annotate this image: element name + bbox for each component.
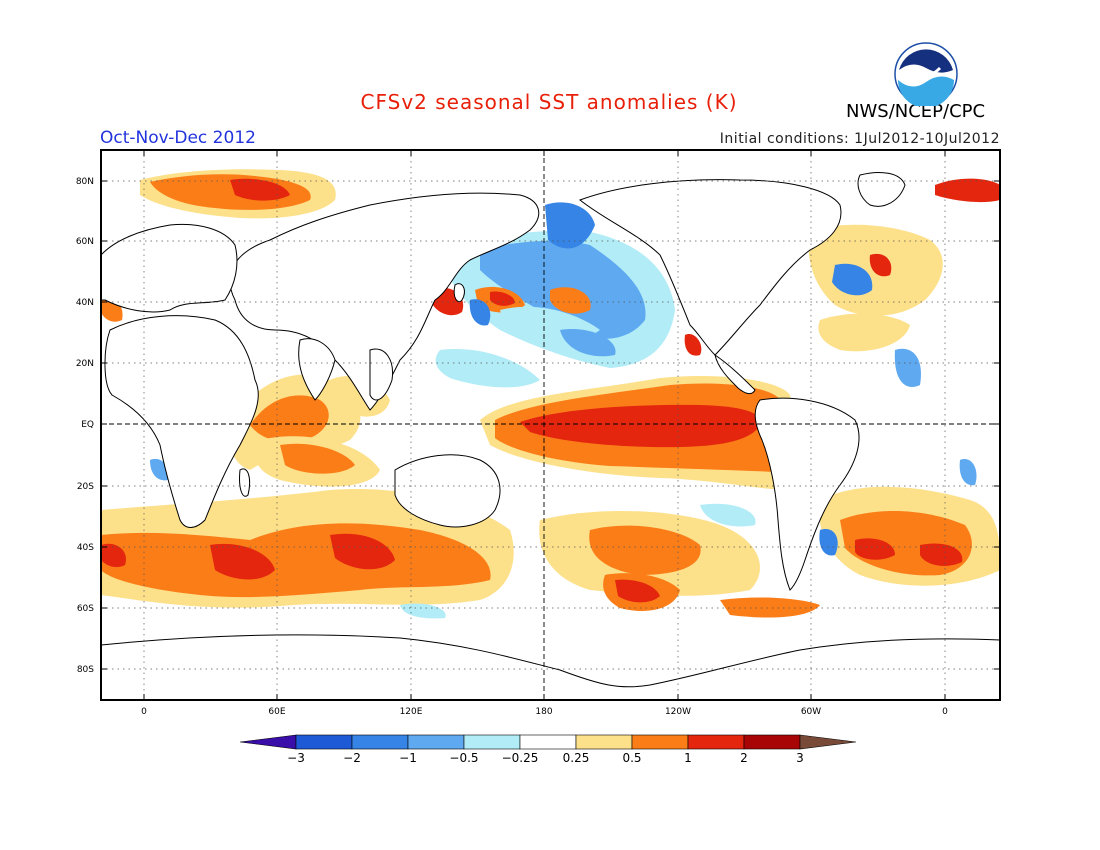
colorbar-min-arrow bbox=[239, 734, 297, 750]
lat-tick-label: 40N bbox=[76, 298, 94, 308]
lon-tick-label: 60W bbox=[801, 707, 821, 717]
colorbar-swatch bbox=[687, 734, 745, 750]
lat-tick-label: 60S bbox=[77, 604, 94, 614]
lon-tick-label: 0 bbox=[141, 707, 147, 717]
lat-tick-label: 60N bbox=[76, 237, 94, 247]
colorbar-label: 0.5 bbox=[622, 751, 641, 765]
lon-tick-label: 120W bbox=[665, 707, 691, 717]
arctic-anomaly bbox=[101, 169, 1000, 322]
colorbar: −3 −2 −1 −0.5 −0.25 0.25 0.5 1 2 3 bbox=[239, 734, 857, 765]
lat-tick-label: 20S bbox=[77, 482, 94, 492]
colorbar-max-arrow bbox=[799, 734, 857, 750]
grid-lines bbox=[101, 150, 1000, 700]
continents bbox=[101, 172, 1000, 700]
lon-tick-label: 0 bbox=[942, 707, 948, 717]
colorbar-label: 0.25 bbox=[563, 751, 590, 765]
noaa-logo-icon bbox=[894, 42, 958, 106]
colorbar-label: 2 bbox=[740, 751, 748, 765]
lat-tick-label: 80S bbox=[77, 665, 94, 675]
north-pacific-anomaly bbox=[430, 202, 702, 388]
map-frame bbox=[100, 149, 1001, 701]
north-atlantic-anomaly bbox=[808, 224, 943, 556]
colorbar-label: −0.5 bbox=[449, 751, 478, 765]
period-label: Oct-Nov-Dec 2012 bbox=[100, 128, 256, 148]
colorbar-label: 1 bbox=[684, 751, 692, 765]
lat-tick-label: 40S bbox=[77, 543, 94, 553]
agency-label: NWS/NCEP/CPC bbox=[846, 101, 986, 122]
lon-tick-label: 60E bbox=[268, 707, 285, 717]
colorbar-label: −3 bbox=[287, 751, 305, 765]
equatorial-pacific-anomaly bbox=[480, 375, 800, 491]
lon-tick-label: 120E bbox=[400, 707, 423, 717]
colorbar-swatch bbox=[575, 734, 633, 750]
lat-tick-label: EQ bbox=[81, 420, 94, 430]
colorbar-label: −0.25 bbox=[502, 751, 539, 765]
chart-title: CFSv2 seasonal SST anomalies (K) bbox=[360, 90, 738, 114]
colorbar-swatch bbox=[407, 734, 465, 750]
colorbar-swatch bbox=[743, 734, 801, 750]
lat-tick-label: 20N bbox=[76, 359, 94, 369]
colorbar-label: 3 bbox=[796, 751, 804, 765]
indian-ocean-anomaly bbox=[229, 374, 390, 487]
colorbar-swatch bbox=[463, 734, 521, 750]
colorbar-label: −2 bbox=[343, 751, 361, 765]
initial-conditions-label: Initial conditions: 1Jul2012-10Jul2012 bbox=[719, 131, 1000, 147]
longitude-labels: 0 60E 120E 180 120W 60W 0 bbox=[141, 150, 948, 717]
colorbar-swatch bbox=[295, 734, 353, 750]
lat-tick-label: 80N bbox=[76, 177, 94, 187]
colorbar-label: −1 bbox=[399, 751, 417, 765]
lon-tick-label: 180 bbox=[535, 707, 552, 717]
colorbar-swatch bbox=[519, 734, 577, 750]
colorbar-swatch bbox=[631, 734, 689, 750]
latitude-labels: 80N 60N 40N 20N EQ 20S 40S 60S 80S bbox=[76, 177, 1000, 675]
colorbar-swatch bbox=[351, 734, 409, 750]
